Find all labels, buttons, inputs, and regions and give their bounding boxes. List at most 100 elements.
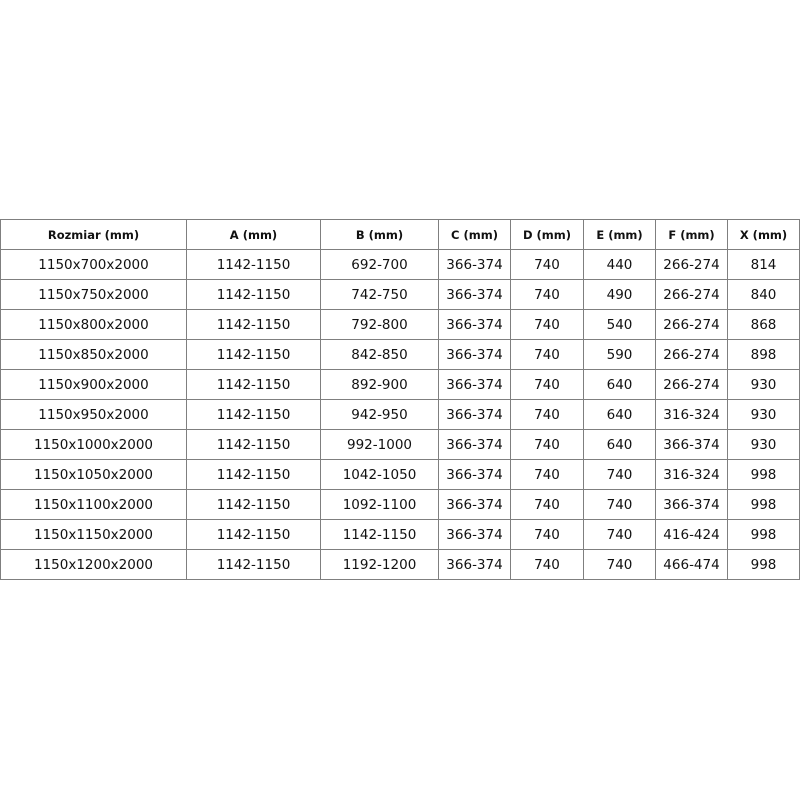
table-cell: 1150x750x2000 (0, 279, 187, 310)
table-cell: 266-274 (655, 339, 728, 370)
table-cell: 316-324 (655, 399, 728, 430)
column-header: X (mm) (727, 219, 800, 250)
table-cell: 366-374 (655, 489, 728, 520)
table-cell: 640 (583, 399, 656, 430)
table-row: 1150x950x2000 1142-1150 942-950 366-374 740 6… (0, 399, 800, 430)
table-cell: 540 (583, 309, 656, 340)
table-cell: 366-374 (438, 399, 511, 430)
table-cell: 1150x950x2000 (0, 399, 187, 430)
column-header: E (mm) (583, 219, 656, 250)
table-cell: 998 (727, 459, 800, 490)
table-cell: 1150x700x2000 (0, 249, 187, 280)
table-cell: 742-750 (320, 279, 439, 310)
table-cell: 1142-1150 (186, 519, 321, 550)
table-cell: 740 (510, 489, 584, 520)
table-cell: 266-274 (655, 279, 728, 310)
table-cell: 740 (583, 519, 656, 550)
table-cell: 1150x1200x2000 (0, 549, 187, 580)
table-cell: 740 (510, 339, 584, 370)
table-cell: 366-374 (438, 489, 511, 520)
table-row: 1150x1150x2000 1142-1150 1142-1150 366-374 7… (0, 519, 800, 550)
table-cell: 366-374 (438, 369, 511, 400)
table-cell: 640 (583, 369, 656, 400)
table-cell: 740 (510, 519, 584, 550)
table-cell: 366-374 (438, 309, 511, 340)
table-row: 1150x1100x2000 1142-1150 1092-1100 366-374 7… (0, 489, 800, 520)
table-cell: 1150x1000x2000 (0, 429, 187, 460)
table-cell: 740 (510, 459, 584, 490)
table-cell: 1142-1150 (186, 489, 321, 520)
column-header: F (mm) (655, 219, 728, 250)
table-cell: 692-700 (320, 249, 439, 280)
table-cell: 1142-1150 (186, 249, 321, 280)
table-row: 1150x1000x2000 1142-1150 992-1000 366-374 74… (0, 429, 800, 460)
table-cell: 1142-1150 (186, 369, 321, 400)
table-cell: 930 (727, 369, 800, 400)
table-cell: 1150x850x2000 (0, 339, 187, 370)
table-cell: 366-374 (438, 279, 511, 310)
table-cell: 266-274 (655, 249, 728, 280)
table-cell: 416-424 (655, 519, 728, 550)
table-cell: 366-374 (655, 429, 728, 460)
table-cell: 640 (583, 429, 656, 460)
table-cell: 490 (583, 279, 656, 310)
table-cell: 366-374 (438, 249, 511, 280)
table-cell: 366-374 (438, 459, 511, 490)
table-cell: 1150x1100x2000 (0, 489, 187, 520)
table-cell: 1142-1150 (186, 309, 321, 340)
table-cell: 898 (727, 339, 800, 370)
table-cell: 740 (583, 549, 656, 580)
table-cell: 1142-1150 (186, 399, 321, 430)
table-cell: 740 (510, 429, 584, 460)
table-cell: 1150x900x2000 (0, 369, 187, 400)
table-cell: 814 (727, 249, 800, 280)
table-cell: 1150x800x2000 (0, 309, 187, 340)
table-cell: 316-324 (655, 459, 728, 490)
table-cell: 1142-1150 (186, 429, 321, 460)
table-cell: 466-474 (655, 549, 728, 580)
table-cell: 440 (583, 249, 656, 280)
table-cell: 792-800 (320, 309, 439, 340)
table-cell: 266-274 (655, 309, 728, 340)
table-cell: 366-374 (438, 519, 511, 550)
table-cell: 1142-1150 (186, 459, 321, 490)
table-row: 1150x800x2000 1142-1150 792-800 366-374 740 5… (0, 309, 800, 340)
column-header: B (mm) (320, 219, 439, 250)
table-cell: 1142-1150 (186, 279, 321, 310)
table-cell: 868 (727, 309, 800, 340)
table-cell: 740 (510, 399, 584, 430)
header-row: Rozmiar (mm) A (mm) B (mm) C (mm) D (mm) E (m… (0, 219, 800, 250)
table-row: 1150x850x2000 1142-1150 842-850 366-374 740 5… (0, 339, 800, 370)
table-cell: 842-850 (320, 339, 439, 370)
table-cell: 998 (727, 519, 800, 550)
table-cell: 892-900 (320, 369, 439, 400)
column-header: A (mm) (186, 219, 321, 250)
table-cell: 840 (727, 279, 800, 310)
table-cell: 590 (583, 339, 656, 370)
table-row: 1150x1200x2000 1142-1150 1192-1200 366-374 7… (0, 549, 800, 580)
table-cell: 1042-1050 (320, 459, 439, 490)
table-cell: 740 (510, 369, 584, 400)
table-cell: 942-950 (320, 399, 439, 430)
table-row: 1150x900x2000 1142-1150 892-900 366-374 740 6… (0, 369, 800, 400)
table-cell: 740 (583, 459, 656, 490)
table-cell: 740 (510, 549, 584, 580)
table-cell: 998 (727, 549, 800, 580)
table-cell: 1142-1150 (186, 549, 321, 580)
table-cell: 366-374 (438, 549, 511, 580)
table-cell: 740 (510, 309, 584, 340)
table-row: 1150x750x2000 1142-1150 742-750 366-374 740 4… (0, 279, 800, 310)
table-cell: 1150x1050x2000 (0, 459, 187, 490)
table-cell: 1150x1150x2000 (0, 519, 187, 550)
dimensions-table: Rozmiar (mm) A (mm) B (mm) C (mm) D (mm) E (m… (0, 219, 800, 580)
table-cell: 1142-1150 (320, 519, 439, 550)
table-cell: 366-374 (438, 339, 511, 370)
table-cell: 930 (727, 429, 800, 460)
table-cell: 998 (727, 489, 800, 520)
table-cell: 266-274 (655, 369, 728, 400)
table-cell: 992-1000 (320, 429, 439, 460)
table-cell: 1092-1100 (320, 489, 439, 520)
table-cell: 740 (510, 279, 584, 310)
table-row: 1150x1050x2000 1142-1150 1042-1050 366-374 7… (0, 459, 800, 490)
table-cell: 740 (510, 249, 584, 280)
